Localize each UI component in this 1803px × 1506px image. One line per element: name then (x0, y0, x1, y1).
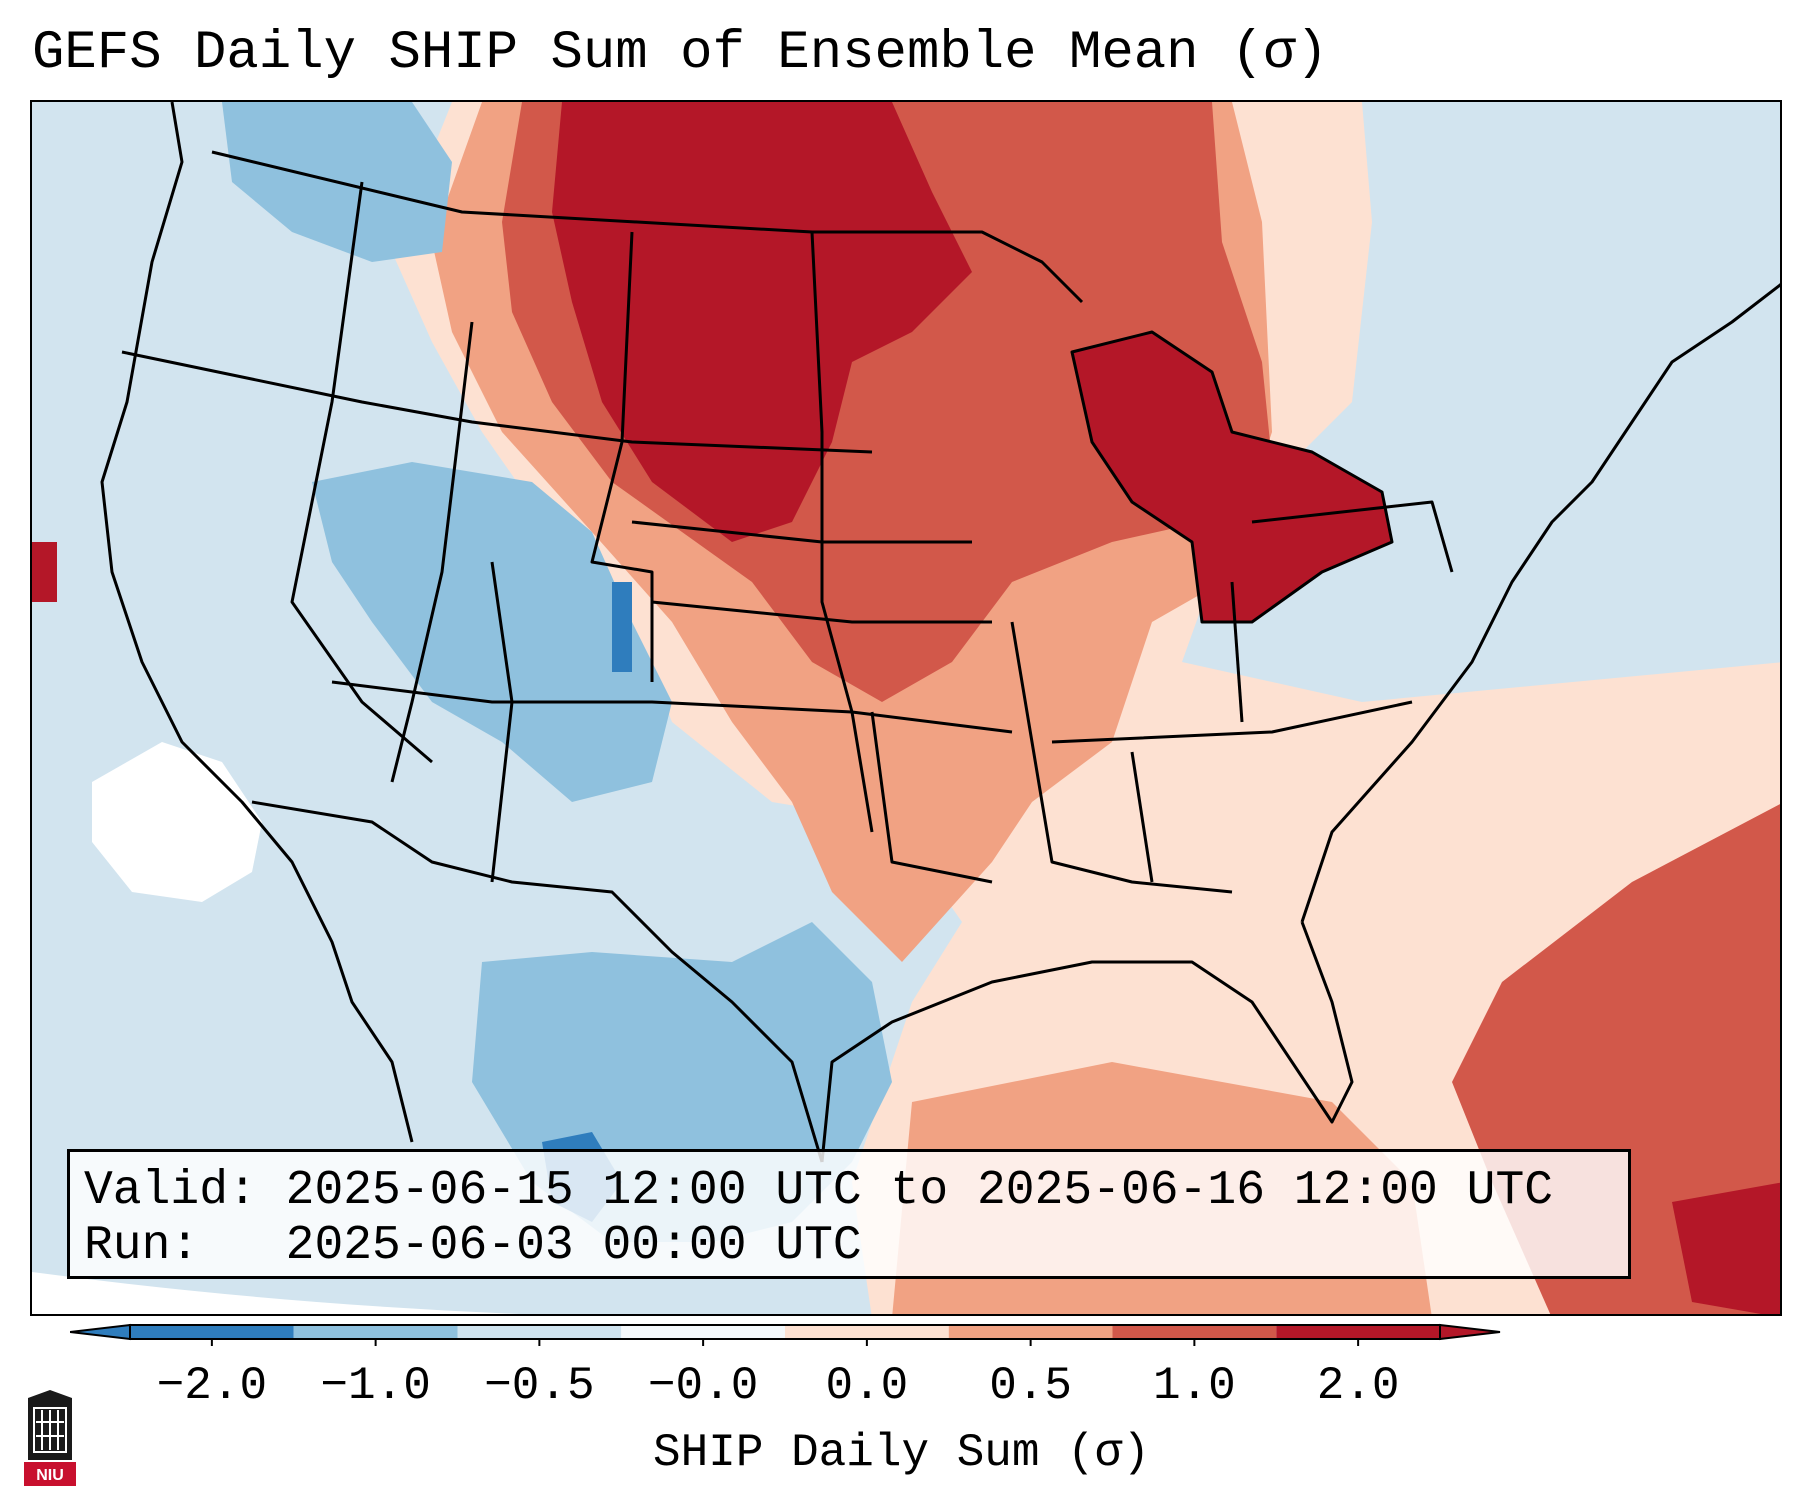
state-line-13 (1230, 581, 1244, 723)
us-mexico-border (251, 800, 824, 1163)
boundaries-layer (100, 102, 1780, 1163)
colorbar-segment (621, 1325, 785, 1339)
colorbar-tick-label: −1.0 (320, 1360, 431, 1412)
anomaly-region-extreme-caribbean (1672, 1182, 1780, 1314)
state-line-12 (1130, 751, 1154, 883)
valid-value: 2025-06-15 12:00 UTC to 2025-06-16 12:00… (285, 1164, 1554, 1218)
state-line-2 (121, 350, 873, 454)
anomaly-region-near-zero-pacific (92, 742, 262, 902)
state-line-8 (651, 600, 992, 624)
colorbar-tick-label: −2.0 (156, 1360, 268, 1412)
colorbar-segment (785, 1325, 949, 1339)
atlantic-coast (1300, 283, 1780, 923)
colorbar-extend-max (1439, 1323, 1501, 1341)
colorbar-tick-label: 1.0 (1152, 1360, 1236, 1412)
state-line-11 (1051, 700, 1413, 744)
anomaly-map (32, 102, 1780, 1314)
anomaly-region-extreme-great-lakes (1072, 332, 1392, 622)
state-line-9 (870, 711, 993, 884)
state-line-6 (810, 231, 874, 833)
state-line-10 (1010, 621, 1233, 894)
colorbar-segment (948, 1325, 1113, 1339)
colorbar-segment (1112, 1325, 1277, 1339)
valid-time-box: Valid: 2025-06-15 12:00 UTC to 2025-06-1… (67, 1149, 1631, 1279)
anomaly-region-colorado-strong-negative (612, 582, 632, 672)
positive-anomaly-layer (392, 102, 1780, 1314)
us-canada-border (211, 150, 1084, 304)
colorbar-extend-min (70, 1323, 131, 1341)
run-value: 2025-06-03 00:00 UTC (285, 1219, 862, 1273)
state-line-15 (490, 561, 514, 883)
great-lakes-outline (1070, 330, 1394, 624)
colorbar-label: SHIP Daily Sum (σ) (653, 1427, 1150, 1479)
valid-label: Valid: (84, 1164, 257, 1218)
state-line-5 (331, 680, 1013, 734)
colorbar-tick-label: 2.0 (1316, 1360, 1400, 1412)
colorbar (70, 1323, 1501, 1346)
anomaly-region-extreme-north-plains (552, 102, 972, 542)
gulf-coast (820, 921, 1354, 1163)
projection-edge (32, 1272, 520, 1314)
state-line-14 (1251, 500, 1454, 573)
colorbar-tick-label: −0.5 (484, 1360, 595, 1412)
run-label: Run: (84, 1219, 200, 1273)
map-panel (30, 100, 1782, 1316)
colorbar-segment (130, 1325, 294, 1339)
anomaly-region-intermountain-negative (312, 462, 672, 802)
colorbar-segment (457, 1325, 622, 1339)
chart-title: GEFS Daily SHIP Sum of Ensemble Mean (σ) (32, 23, 1329, 84)
us-west-coast (100, 102, 414, 1143)
niu-building-logo-icon: NIU (24, 1390, 76, 1486)
anomaly-region-pacific-speck (32, 542, 57, 602)
colorbar-tick-label: 0.0 (825, 1360, 909, 1412)
logo-text: NIU (36, 1467, 64, 1484)
colorbar-tick-label: 0.5 (989, 1360, 1073, 1412)
colorbar-outline (129, 1324, 1441, 1340)
state-line-7 (631, 520, 972, 544)
colorbar-segment (293, 1325, 458, 1339)
colorbar-tick-label: −0.0 (647, 1360, 759, 1412)
state-line-1 (290, 181, 433, 764)
state-line-4 (590, 231, 654, 682)
state-line-3 (390, 321, 474, 783)
colorbar-segment (1276, 1325, 1440, 1339)
